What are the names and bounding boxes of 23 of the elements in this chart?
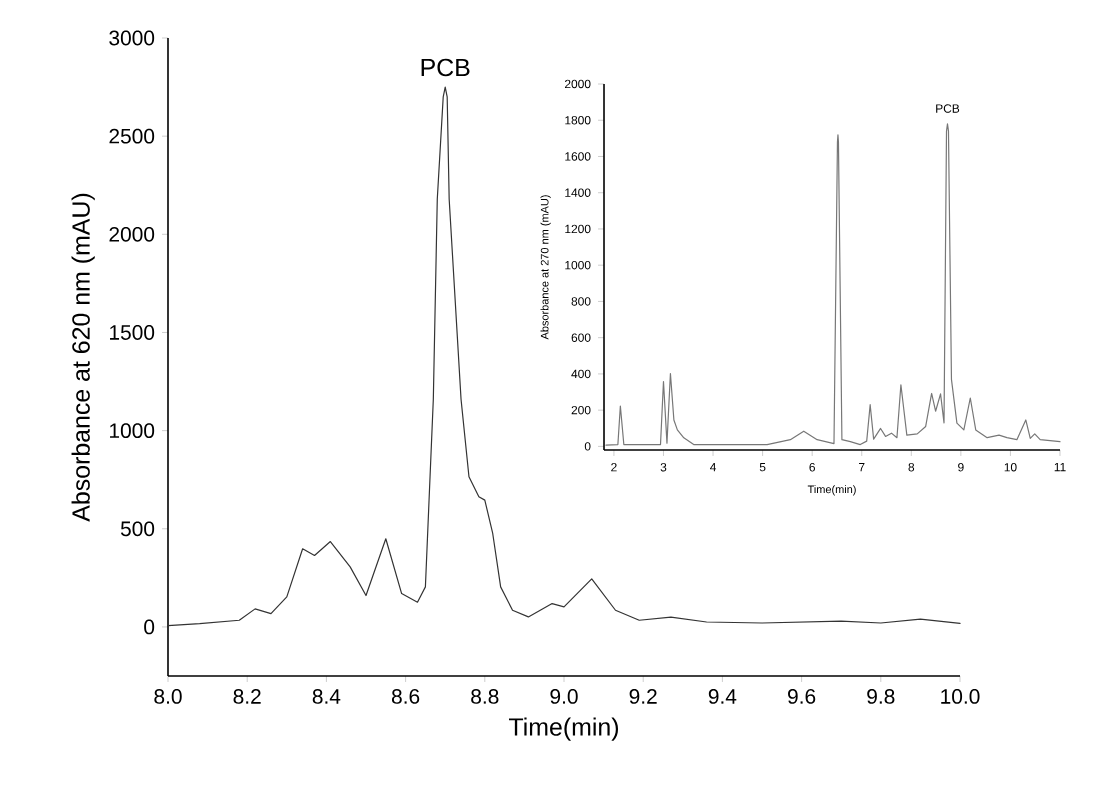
annotation: PCB [421,58,470,77]
x-tick-label: 9.0 [550,689,578,704]
x-tick-label: 8.0 [154,689,182,704]
x-tick-label: 9.6 [788,689,816,704]
x-tick-label: 9.4 [708,689,737,704]
y-tick-label: 1500 [110,325,155,340]
x-tick-label: 9.2 [629,689,657,704]
y-axis-title: Absorbance at 620 nm (mAU) [71,193,95,522]
x-tick-label: 9.8 [867,689,895,704]
x-tick-label: 8.4 [312,689,341,704]
line-series [605,123,1061,446]
y-tick-label: 0 [144,619,155,635]
line-series [167,86,961,627]
x-tick-label: 8.8 [471,689,499,704]
y-tick-label: 500 [120,521,155,537]
x-axis-title: Time(min) [508,717,619,741]
y-tick-label: 2000 [109,226,155,242]
y-tick-label: 2500 [109,128,155,144]
x-tick-label: 10.0 [941,689,980,704]
y-tick-label: 1000 [110,423,155,439]
x-tick-label: 8.2 [233,689,261,704]
x-tick-label: 8.6 [391,689,420,704]
y-tick-label: 3000 [109,30,155,46]
